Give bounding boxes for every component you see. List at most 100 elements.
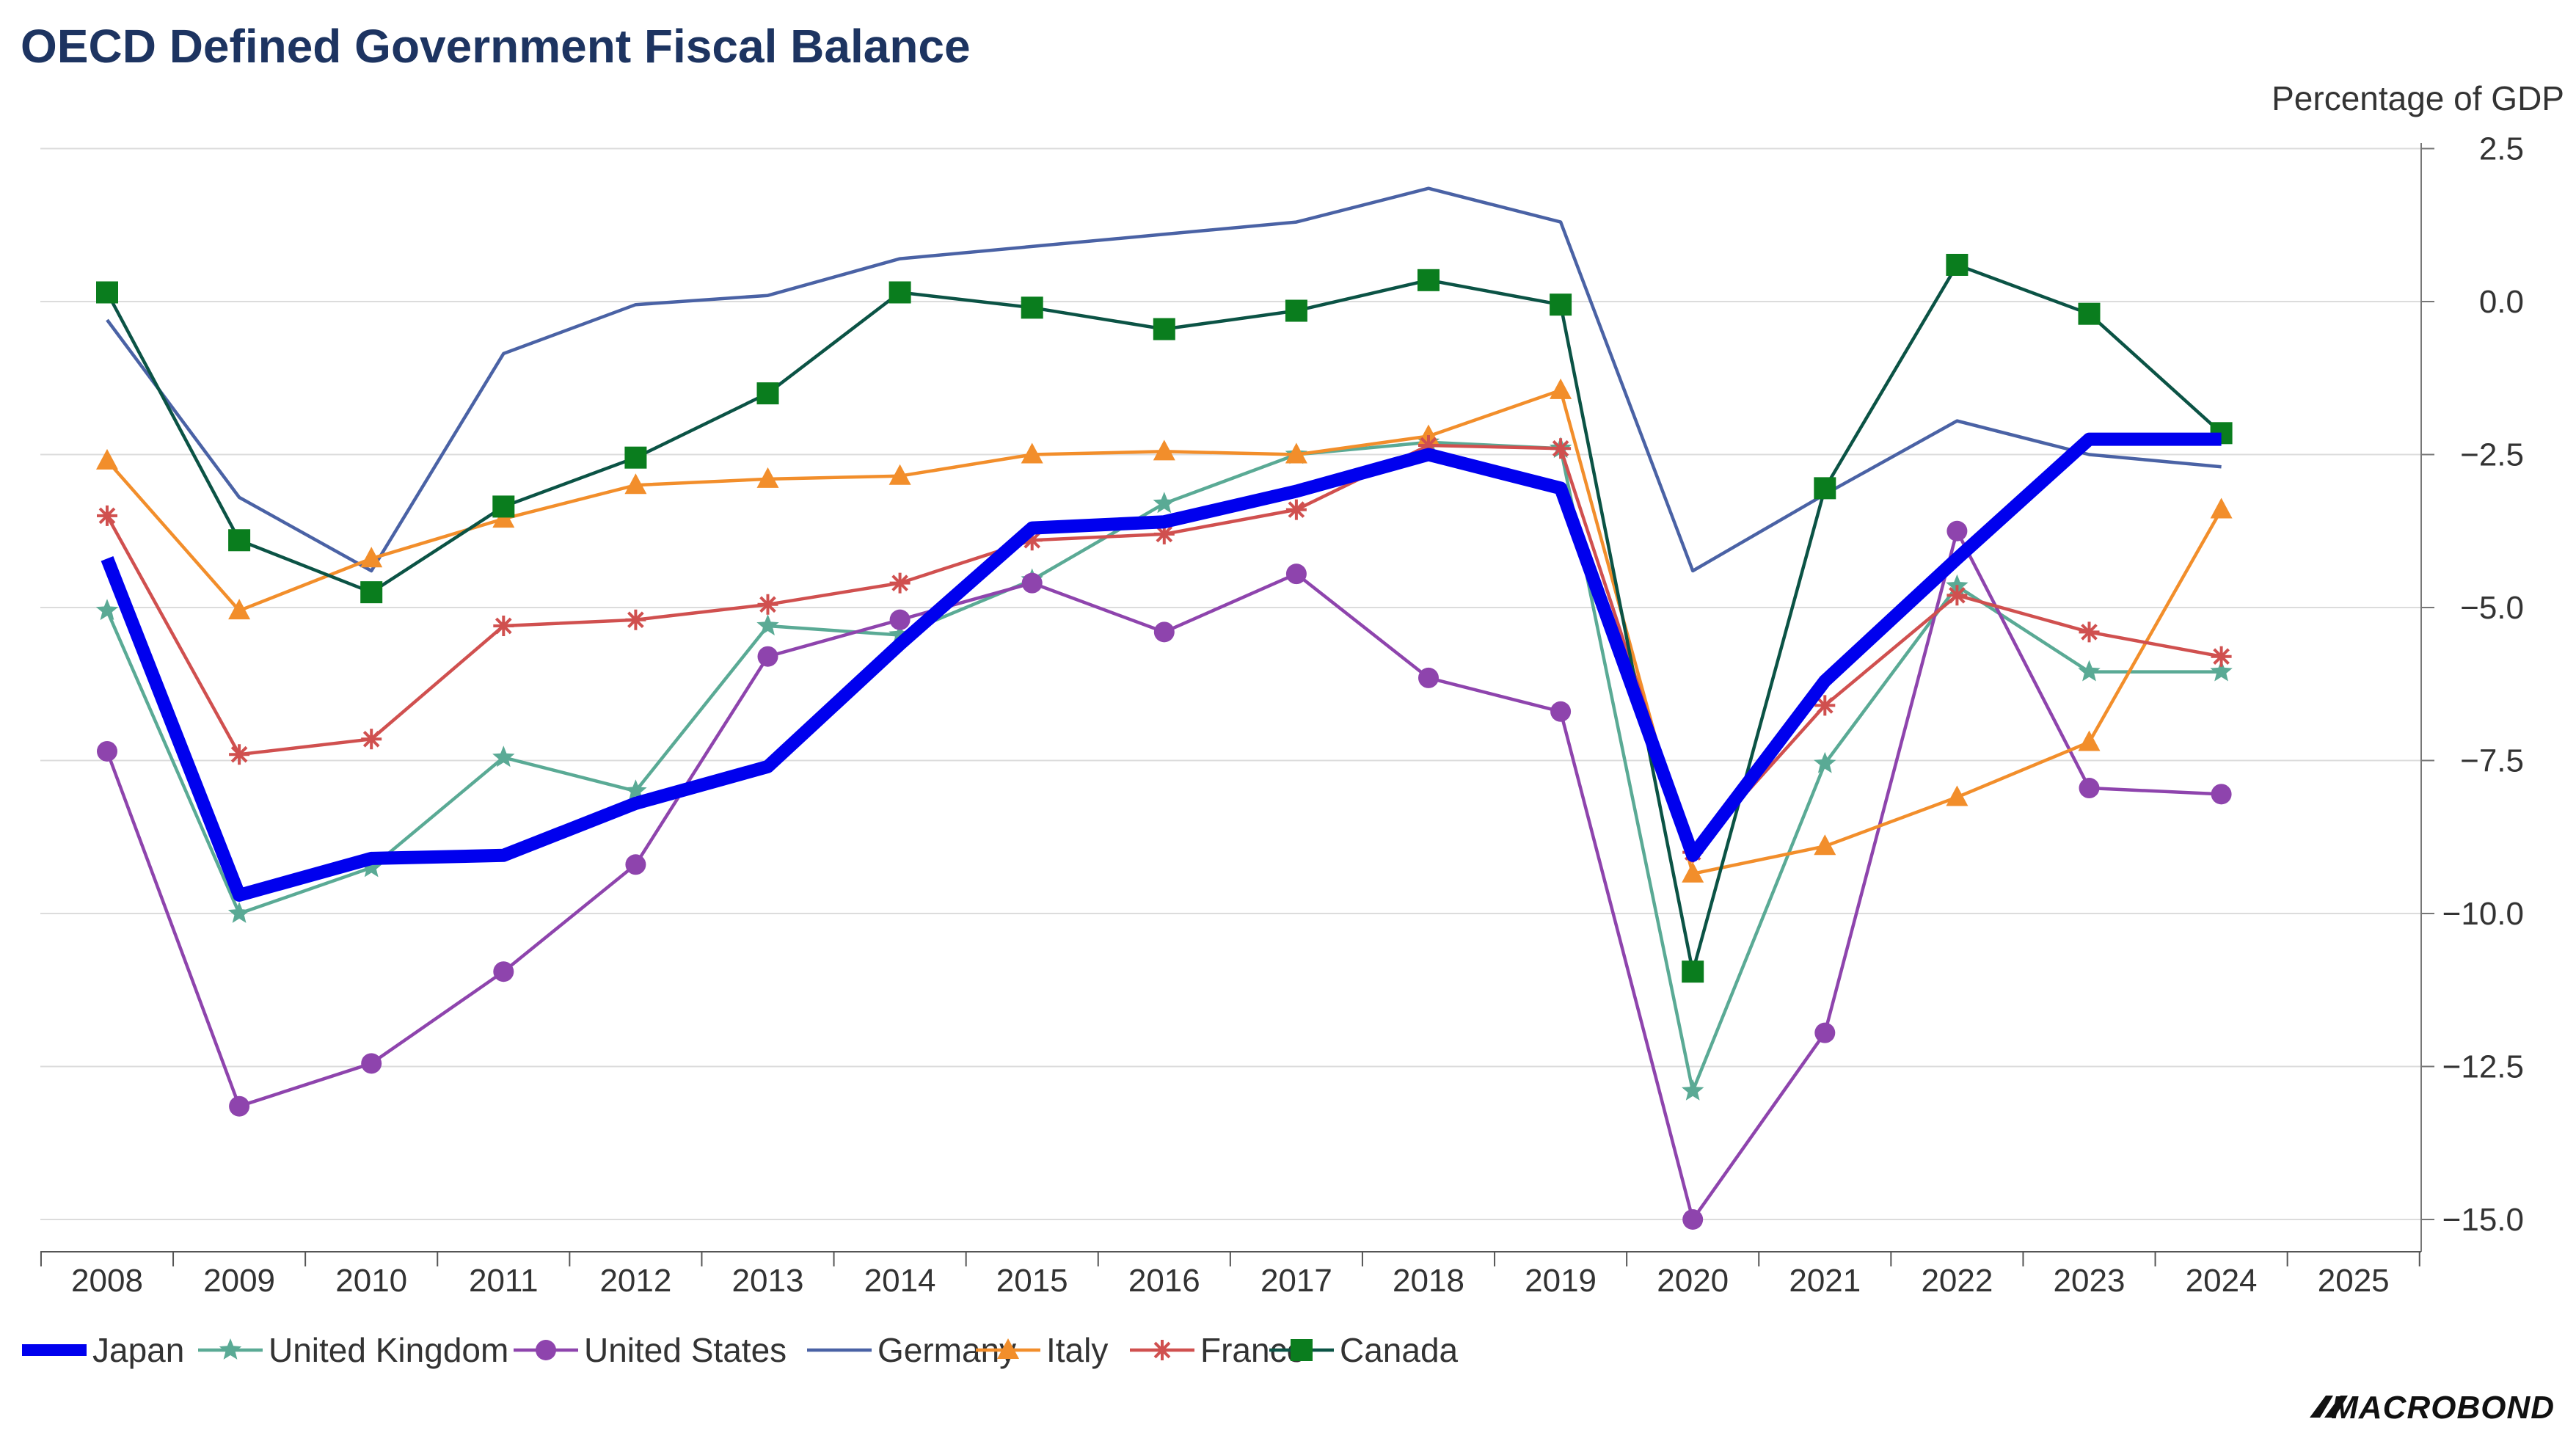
- axes: 2.5 0.0 −2.5 −5.0 −7.5 −10.0 −12.5 −15.0 2008 200…: [40, 131, 2524, 1299]
- series-canada: [96, 253, 2233, 983]
- data-point-italy: [1946, 785, 1969, 806]
- data-point-france: [625, 609, 646, 630]
- x-tick-label: 2008: [71, 1263, 143, 1299]
- data-point-canada: [889, 281, 911, 304]
- data-point-france: [1814, 695, 1836, 716]
- y-tick-label: −15.0: [2442, 1202, 2524, 1238]
- data-point-united-kingdom: [95, 599, 119, 621]
- data-point-canada: [1682, 960, 1704, 983]
- x-tick-label: 2016: [1128, 1263, 1200, 1299]
- data-point-united-kingdom: [889, 623, 911, 645]
- data-point-france: [493, 616, 514, 636]
- data-point-united-states: [361, 1053, 382, 1074]
- data-point-france: [361, 729, 382, 750]
- data-point-italy: [228, 599, 251, 620]
- data-point-united-states: [1418, 667, 1439, 688]
- data-point-united-states: [2079, 778, 2100, 799]
- series-line-canada: [106, 263, 2223, 974]
- data-point-italy: [1285, 442, 1307, 464]
- data-point-united-kingdom: [1153, 492, 1175, 514]
- data-point-italy: [756, 467, 779, 488]
- x-tick-label: 2014: [864, 1263, 936, 1299]
- x-tick-label: 2009: [203, 1263, 275, 1299]
- y-tick-label: −12.5: [2442, 1049, 2524, 1085]
- data-point-united-kingdom: [360, 856, 383, 878]
- series-lines: [95, 186, 2233, 1230]
- data-point-italy: [624, 473, 647, 495]
- x-tick-label: 2018: [1393, 1263, 1464, 1299]
- legend-item-united-kingdom: United Kingdom: [198, 1331, 508, 1369]
- data-point-canada: [1285, 299, 1307, 322]
- data-point-canada: [1417, 269, 1440, 291]
- data-point-united-states: [1814, 1022, 1836, 1043]
- data-point-italy: [96, 448, 118, 470]
- x-tick-label: 2010: [335, 1263, 407, 1299]
- legend-item-canada: Canada: [1269, 1331, 1459, 1369]
- series-germany: [106, 186, 2222, 573]
- chart-title: OECD Defined Government Fiscal Balance: [21, 20, 971, 73]
- legend-marker-italy: [997, 1338, 1019, 1359]
- data-point-canada: [624, 446, 647, 469]
- data-point-italy: [1814, 834, 1836, 856]
- legend-label-united-kingdom: United Kingdom: [269, 1331, 508, 1369]
- legend-item-italy: Italy: [976, 1331, 1108, 1369]
- data-point-united-kingdom: [756, 614, 779, 635]
- legend-item-united-states: United States: [514, 1331, 787, 1369]
- data-point-italy: [1021, 442, 1043, 464]
- data-point-united-kingdom: [492, 745, 515, 767]
- data-point-united-kingdom: [1814, 751, 1836, 773]
- data-point-united-states: [1682, 1209, 1704, 1230]
- data-point-france: [889, 572, 911, 594]
- data-point-united-states: [2211, 784, 2232, 805]
- data-point-united-states: [493, 961, 514, 982]
- x-tick-label: 2025: [2318, 1263, 2390, 1299]
- data-point-united-states: [97, 740, 117, 762]
- data-point-france: [2211, 646, 2232, 667]
- data-point-united-states: [1946, 520, 1968, 541]
- data-point-france: [1550, 438, 1572, 459]
- legend-label-italy: Italy: [1046, 1331, 1108, 1369]
- x-tick-label: 2020: [1657, 1263, 1729, 1299]
- data-point-canada: [1550, 293, 1572, 316]
- legend-marker-united-states: [536, 1340, 556, 1360]
- legend-label-canada: Canada: [1340, 1331, 1459, 1369]
- data-point-italy: [1550, 378, 1572, 399]
- data-point-italy: [2210, 497, 2233, 519]
- macrobond-logo: MACROBOND: [2310, 1390, 2554, 1426]
- x-tick-label: 2022: [1921, 1263, 1993, 1299]
- y-tick-label: −7.5: [2460, 743, 2524, 779]
- data-point-united-kingdom: [624, 779, 647, 801]
- data-point-canada: [1814, 477, 1836, 500]
- data-point-united-kingdom: [2210, 660, 2233, 682]
- data-point-italy: [2078, 730, 2101, 751]
- macrobond-logo-mark: [2310, 1396, 2348, 1418]
- data-point-canada: [756, 382, 779, 405]
- data-point-canada: [360, 581, 383, 604]
- data-point-united-kingdom: [1682, 1079, 1704, 1101]
- data-point-united-states: [229, 1095, 250, 1117]
- data-point-united-states: [1285, 564, 1307, 585]
- series-line-japan: [101, 432, 2222, 902]
- data-point-canada: [1946, 253, 1969, 276]
- data-point-united-states: [625, 854, 646, 875]
- gridlines: [40, 147, 2421, 1220]
- y-tick-label: −5.0: [2460, 590, 2524, 626]
- data-point-france: [1153, 523, 1175, 544]
- x-tick-label: 2024: [2186, 1263, 2258, 1299]
- data-point-united-states: [1153, 621, 1175, 643]
- data-point-united-kingdom: [227, 902, 251, 923]
- data-point-united-states: [1021, 572, 1043, 594]
- x-tick-label: 2019: [1525, 1263, 1597, 1299]
- data-point-canada: [1153, 318, 1175, 340]
- data-point-united-kingdom: [2078, 660, 2101, 682]
- series-italy: [96, 378, 2233, 883]
- legend-label-japan: Japan: [92, 1331, 184, 1369]
- series-united-states: [97, 520, 2232, 1230]
- data-point-italy: [360, 547, 383, 568]
- x-tick-label: 2017: [1260, 1263, 1332, 1299]
- legend-marker-united-kingdom: [219, 1338, 242, 1360]
- data-point-france: [1021, 530, 1043, 551]
- legend-marker-france: [1152, 1340, 1172, 1360]
- legend-item-japan: Japan: [22, 1331, 184, 1369]
